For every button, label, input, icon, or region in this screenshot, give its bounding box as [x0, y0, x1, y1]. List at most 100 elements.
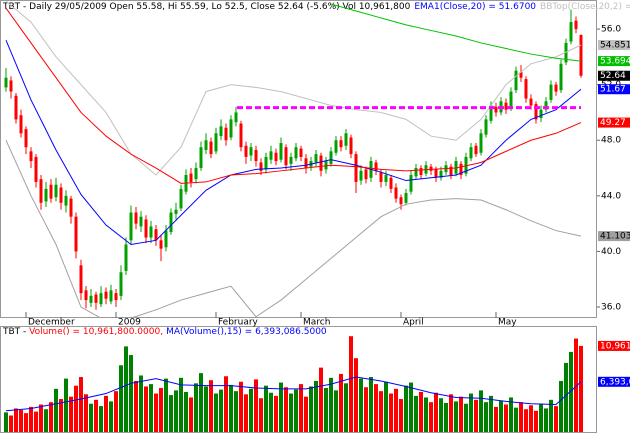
candle-body — [169, 212, 173, 232]
volume-title: TBT - — [2, 327, 29, 337]
candle-body — [579, 34, 583, 76]
volume-bar — [409, 382, 413, 432]
candle-body — [34, 156, 38, 182]
candle-body — [569, 22, 573, 42]
candle-body — [54, 184, 58, 198]
candle-body — [84, 290, 88, 301]
candle-body — [59, 187, 63, 203]
y-tick-label: 56.0 — [601, 25, 621, 35]
candle-body — [404, 193, 408, 203]
volume-bar — [519, 402, 523, 432]
candle-body — [269, 151, 273, 160]
line-end-label: 41.1036 — [600, 232, 630, 242]
candle-body — [334, 140, 338, 153]
candle-body — [39, 179, 43, 203]
candle-body — [529, 98, 533, 106]
price-plot — [4, 0, 583, 318]
indicator-line — [5, 7, 582, 184]
volume-bar — [329, 377, 333, 432]
y-tick-label: 44.0 — [601, 191, 621, 201]
volume-bar — [489, 395, 493, 432]
candle-body — [549, 84, 553, 100]
volume-bar — [334, 390, 338, 432]
volume-bar — [74, 385, 78, 432]
volume-bar — [264, 385, 268, 432]
candle-body — [349, 137, 353, 155]
volume-bar — [94, 399, 98, 432]
volume-bar — [189, 397, 193, 432]
candle-body — [359, 170, 363, 181]
volume-bar — [174, 390, 178, 432]
volume-ma-name: MA(Volume(),15) = 6,393,086.5000 — [166, 327, 327, 337]
volume-bar — [169, 395, 173, 432]
candle-body — [454, 161, 458, 174]
line-end-label-box — [598, 84, 630, 95]
volume-bar — [509, 397, 513, 432]
candle-body — [109, 290, 113, 302]
volume-bar — [444, 402, 448, 432]
volume-bar — [49, 402, 53, 432]
volume-bar — [289, 393, 293, 432]
chart-title: TBT - Daily 29/05/2009 Open 55.58, Hi 55… — [2, 2, 411, 12]
x-tick-label: May — [498, 318, 517, 328]
volume-bar — [399, 399, 403, 432]
candle-body — [219, 126, 223, 137]
candle-body — [149, 226, 153, 238]
volume-bar — [59, 399, 63, 432]
candle-body — [509, 91, 513, 109]
candle-body — [384, 174, 388, 182]
candle-body — [414, 168, 418, 177]
volume-bar — [314, 380, 318, 432]
volume-bar — [394, 388, 398, 432]
volume-bar — [549, 399, 553, 432]
candle-body — [434, 169, 438, 178]
candle-body — [459, 163, 463, 175]
volume-bar — [504, 404, 508, 432]
volume-bar — [159, 388, 163, 432]
volume-bar — [34, 411, 38, 432]
volume-bar — [179, 377, 183, 432]
volume-bar — [19, 410, 23, 432]
candle-body — [64, 195, 68, 206]
candle-body — [79, 265, 83, 294]
volume-end-label: 10,961,800 — [600, 341, 630, 351]
volume-bar — [154, 393, 158, 432]
volume-bar — [569, 351, 573, 432]
candle-body — [19, 115, 23, 134]
volume-bar — [14, 408, 18, 432]
candle-body — [289, 156, 293, 164]
candle-body — [69, 198, 73, 217]
volume-bar — [364, 387, 368, 432]
volume-bar — [269, 392, 273, 432]
volume-bar — [469, 393, 473, 432]
volume-bar — [69, 396, 73, 432]
volume-bar — [324, 388, 328, 432]
candle-body — [229, 119, 233, 138]
volume-bar — [429, 402, 433, 432]
candle-body — [94, 294, 98, 303]
candle-body — [209, 141, 213, 155]
volume-bar — [349, 336, 353, 432]
volume-bar — [224, 376, 228, 432]
volume-bar — [344, 383, 348, 432]
volume-name: Volume() = 10,961,800.0000, — [29, 327, 163, 337]
volume-bar — [44, 409, 48, 432]
candle-body — [539, 109, 543, 118]
candle-body — [559, 63, 563, 91]
volume-bar — [419, 391, 423, 432]
candle-body — [279, 143, 283, 160]
candle-body — [544, 101, 548, 110]
volume-bar — [184, 391, 188, 432]
volume-bar — [194, 383, 198, 432]
volume-bar — [39, 404, 43, 432]
volume-bar — [359, 378, 363, 432]
candle-body — [514, 70, 518, 91]
volume-bar — [274, 395, 278, 432]
candle-body — [524, 79, 528, 99]
volume-header: TBT - Volume() = 10,961,800.0000, MA(Volu… — [2, 327, 327, 337]
candle-body — [394, 187, 398, 199]
x-tick-label: March — [303, 318, 330, 328]
volume-bar — [139, 375, 143, 432]
volume-bar — [249, 388, 253, 432]
axes: 36.040.044.048.052.056.0December2009Febr… — [25, 25, 621, 328]
